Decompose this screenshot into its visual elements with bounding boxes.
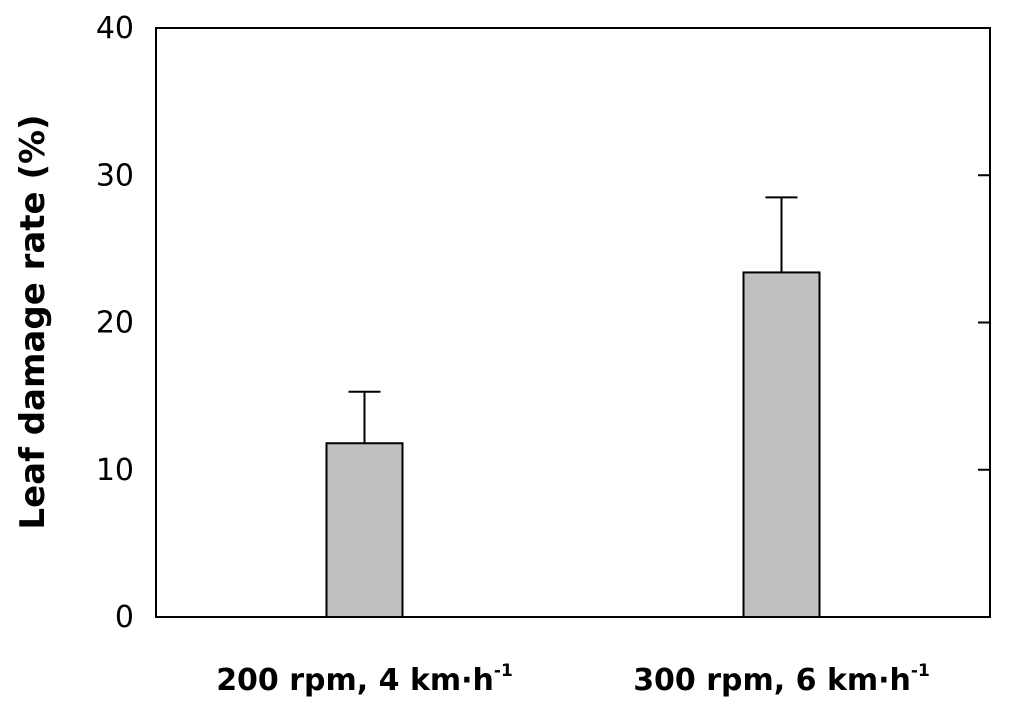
y-axis-title: Leaf damage rate (%) [13, 114, 53, 529]
bars-layer [325, 271, 821, 618]
y-tick-label: 20 [96, 306, 134, 341]
error-bar [348, 390, 381, 444]
x-category-label-superscript: -1 [494, 661, 513, 681]
ticks-layer [978, 174, 990, 471]
plot-frame [155, 27, 991, 618]
bar [325, 442, 404, 618]
bar [742, 271, 821, 618]
y-tick-labels: 0 10 20 30 40 [96, 11, 134, 635]
x-category-label: 300 rpm, 6 km·h-1 [633, 661, 930, 698]
x-category-label: 200 rpm, 4 km·h-1 [216, 661, 513, 698]
error-bars-layer [348, 196, 798, 444]
y-tick-label: 10 [96, 453, 134, 488]
x-category-label-superscript: -1 [911, 661, 930, 681]
y-tick-label: 40 [96, 11, 134, 46]
y-tick-label: 30 [96, 158, 134, 193]
y-tick-label: 0 [115, 600, 134, 635]
x-category-label-text: 300 rpm, 6 km·h [633, 663, 911, 698]
error-bar [765, 196, 798, 273]
x-category-labels: 200 rpm, 4 km·h-1 300 rpm, 6 km·h-1 [216, 661, 930, 698]
x-category-label-text: 200 rpm, 4 km·h [216, 663, 494, 698]
